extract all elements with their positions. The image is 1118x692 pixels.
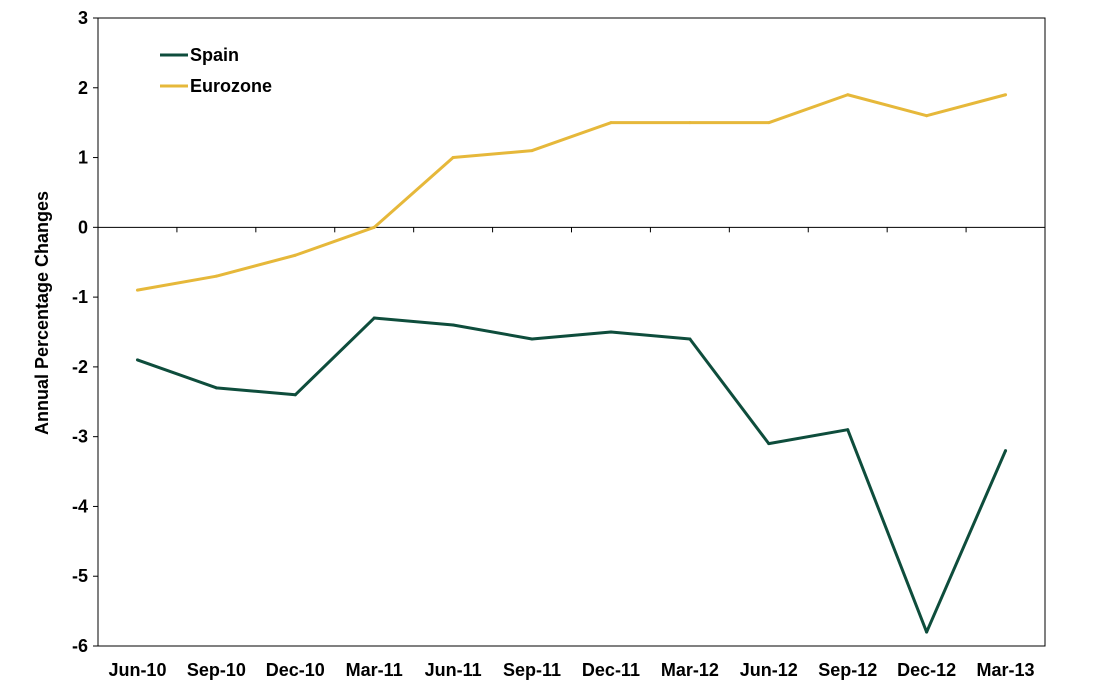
data-point-eurozone <box>1004 93 1008 97</box>
data-point-eurozone <box>767 121 771 125</box>
legend-label-spain: Spain <box>190 45 239 65</box>
legend-label-eurozone: Eurozone <box>190 76 272 96</box>
data-point-spain <box>214 386 218 390</box>
y-tick-label: 3 <box>78 8 88 28</box>
legend: Spain Eurozone <box>160 45 272 96</box>
y-tick-label: -6 <box>72 636 88 656</box>
data-point-spain <box>372 316 376 320</box>
data-point-spain <box>135 358 139 362</box>
x-tick-label: Jun-12 <box>740 660 798 680</box>
x-tick-label: Sep-11 <box>503 660 561 680</box>
x-axis-ticks: Jun-10 Sep-10 Dec-10 Mar-11 Jun-11 Sep-11 Dec-… <box>97 227 1046 680</box>
y-tick-label: -5 <box>72 566 88 586</box>
x-tick-label: Dec-11 <box>582 660 640 680</box>
y-tick-label: -3 <box>72 427 88 447</box>
data-point-eurozone <box>609 121 613 125</box>
data-point-eurozone <box>214 274 218 278</box>
y-axis-label: Annual Percentage Changes <box>32 191 52 435</box>
data-point-eurozone <box>451 156 455 160</box>
data-point-spain <box>609 330 613 334</box>
series-lines <box>135 93 1008 634</box>
data-point-spain <box>451 323 455 327</box>
data-point-eurozone <box>135 288 139 292</box>
series-line-eurozone <box>137 93 1006 292</box>
x-tick-label: Mar-12 <box>661 660 719 680</box>
x-tick-label: Jun-11 <box>425 660 482 680</box>
data-point-eurozone <box>293 253 297 257</box>
x-tick-label: Jun-10 <box>108 660 166 680</box>
x-tick-label: Sep-12 <box>818 660 877 680</box>
y-tick-label: 1 <box>78 148 88 168</box>
y-tick-label: -1 <box>72 287 88 307</box>
x-tick-label: Mar-13 <box>977 660 1035 680</box>
x-tick-label: Sep-10 <box>187 660 246 680</box>
data-point-eurozone <box>688 121 692 125</box>
y-tick-label: 2 <box>78 78 88 98</box>
data-point-spain <box>293 393 297 397</box>
x-tick-label: Mar-11 <box>346 660 403 680</box>
data-point-eurozone <box>530 149 534 153</box>
data-point-spain <box>846 428 850 432</box>
data-point-spain <box>925 630 929 634</box>
data-point-spain <box>688 337 692 341</box>
data-point-spain <box>1004 449 1008 453</box>
plot-area <box>97 17 1046 647</box>
y-tick-label: 0 <box>78 217 88 237</box>
data-point-eurozone <box>925 114 929 118</box>
y-axis-ticks: 3 2 1 0 -1 -2 -3 -4 -5 -6 <box>72 8 98 656</box>
data-point-eurozone <box>846 93 850 97</box>
series-line-spain <box>136 316 1007 634</box>
data-point-eurozone <box>372 225 376 229</box>
x-tick-label: Dec-10 <box>266 660 325 680</box>
data-point-spain <box>530 337 534 341</box>
y-tick-label: -2 <box>72 357 88 377</box>
x-tick-label: Dec-12 <box>897 660 956 680</box>
data-point-spain <box>767 442 771 446</box>
y-tick-label: -4 <box>72 496 88 516</box>
